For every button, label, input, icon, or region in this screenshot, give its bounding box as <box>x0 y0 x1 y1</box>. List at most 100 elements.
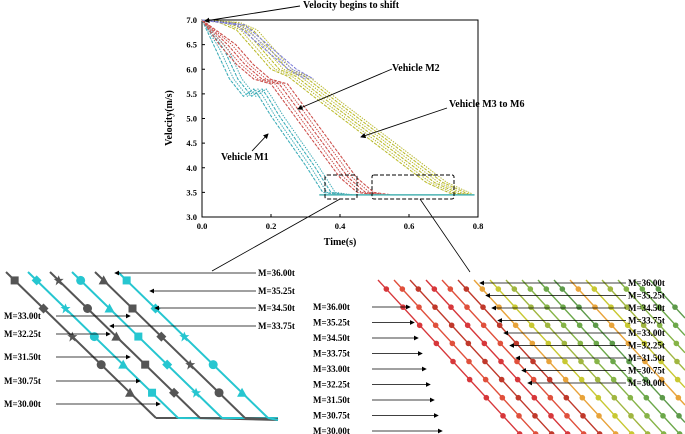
annotation-arrow <box>251 133 269 152</box>
zoom-left-marker <box>60 303 71 314</box>
zoom-left-line <box>94 271 246 419</box>
zoom-left-label: M=33.00t <box>4 311 41 321</box>
zoom-right-marker <box>482 358 488 365</box>
series-line-3 <box>201 19 472 196</box>
zoom-right-marker <box>465 340 472 347</box>
series-line-4-dash <box>201 19 314 80</box>
zoom-left-label: M=31.50t <box>4 352 41 362</box>
zoom-right-marker <box>513 340 520 347</box>
x-tick-label: 0.6 <box>404 221 415 231</box>
zoom-right-marker <box>642 376 649 383</box>
x-axis-label: Time(s) <box>324 237 357 248</box>
zoom-right-marker <box>483 394 490 401</box>
zoom-right-marker <box>466 358 472 365</box>
zoom-right-marker <box>577 340 584 347</box>
zoom-right-marker <box>673 340 680 347</box>
zoom-right-line <box>377 279 521 434</box>
zoom-right-marker <box>627 394 634 401</box>
series-line-2-dash <box>201 19 375 195</box>
zoom-right-left-label: M=31.50t <box>313 395 350 405</box>
zoom-right-marker <box>431 286 438 292</box>
y-tick-label: 7.0 <box>186 15 197 25</box>
zoom-right-line <box>409 279 553 434</box>
zoom-right-marker <box>580 413 586 419</box>
zoom-right-left-label: M=33.75t <box>313 349 350 359</box>
y-axis-label: Velocity(m/s) <box>164 90 175 146</box>
zoom-right-marker <box>449 340 456 347</box>
zoom-right-marker <box>562 358 568 365</box>
zoom-right-marker <box>560 322 567 329</box>
zoom-right-marker <box>432 322 439 329</box>
zoom-right-marker <box>610 376 617 383</box>
zoom-left-marker <box>104 303 115 313</box>
zoom-right-marker <box>628 413 634 419</box>
zoom-box-left <box>324 174 358 200</box>
series-line-1 <box>201 19 345 196</box>
zoom-panel-left: M=36.00t M=35.25t M=34.50t M=33.75t M=33.00t… <box>4 268 295 421</box>
zoom-right-marker <box>447 286 454 292</box>
zoom-right-marker <box>676 413 682 419</box>
zoom-right-line <box>553 279 685 423</box>
y-tick-label: 6.0 <box>186 64 197 74</box>
zoom-connector-right <box>419 198 471 273</box>
zoom-right-marker <box>530 376 537 383</box>
zoom-right-marker <box>643 394 650 401</box>
zoom-right-marker <box>516 413 522 419</box>
series-line-4-dash <box>201 19 306 80</box>
zoom-right-marker <box>497 340 504 347</box>
series-line-1-dash <box>201 19 341 195</box>
zoom-right-marker <box>594 376 601 383</box>
zoom-right-marker <box>564 413 570 419</box>
zoom-left-marker <box>118 359 129 369</box>
zoom-right-marker <box>515 394 522 401</box>
zoom-right-left-label: M=34.50t <box>313 333 350 343</box>
series-line-3-dash <box>201 19 472 195</box>
zoom-left-marker <box>83 304 92 313</box>
zoom-right-marker <box>561 340 568 347</box>
zoom-right-marker <box>660 413 666 419</box>
annotation-text: Vehicle M1 <box>221 152 269 163</box>
zoom-left-marker <box>67 331 78 342</box>
zoom-right-right-label: M=31.50t <box>628 353 665 363</box>
zoom-left-marker <box>134 332 143 341</box>
y-tick-label: 4.0 <box>186 163 197 173</box>
zoom-left-label: M=33.75t <box>258 321 295 331</box>
zoom-right-marker <box>433 340 440 347</box>
zoom-right-marker <box>576 304 582 310</box>
zoom-right-marker <box>496 304 502 310</box>
zoom-left-marker <box>125 387 136 397</box>
zoom-left-marker <box>111 331 122 341</box>
x-tick-label: 0.2 <box>266 221 277 231</box>
zoom-right-left-label: M=32.25t <box>313 380 350 390</box>
zoom-right-marker <box>545 340 552 347</box>
series-line-3 <box>201 19 472 196</box>
zoom-right-marker <box>480 304 486 310</box>
zoom-left-marker <box>89 332 99 342</box>
series-line-2-dash <box>201 19 387 195</box>
series-line-3-dash <box>201 19 472 195</box>
series-line-3-dash <box>201 19 472 195</box>
zoom-right-marker <box>624 322 631 329</box>
series-line-3 <box>201 19 472 196</box>
series-line-3-dash <box>201 19 472 195</box>
zoom-right-marker <box>498 376 505 383</box>
zoom-right-marker <box>672 322 679 329</box>
zoom-right-right-label: M=33.75t <box>628 316 665 326</box>
zoom-right-right-label: M=36.00t <box>628 278 665 288</box>
zoom-right-marker <box>607 286 614 292</box>
zoom-right-marker <box>657 340 664 347</box>
zoom-right-right-label: M=33.00t <box>628 328 665 338</box>
zoom-right-marker <box>498 358 504 365</box>
annotation-text: Vehicle M3 to M6 <box>449 99 524 110</box>
zoom-right-marker <box>625 340 632 347</box>
y-tick-label: 4.5 <box>186 138 197 148</box>
zoom-left-label: M=36.00t <box>258 268 295 278</box>
zoom-right-marker <box>482 376 489 383</box>
zoom-right-marker <box>511 286 518 292</box>
zoom-right-marker <box>512 322 519 329</box>
zoom-right-marker <box>559 286 566 292</box>
zoom-left-marker <box>208 360 218 370</box>
zoom-right-marker <box>624 304 630 310</box>
zoom-right-marker <box>596 413 602 419</box>
